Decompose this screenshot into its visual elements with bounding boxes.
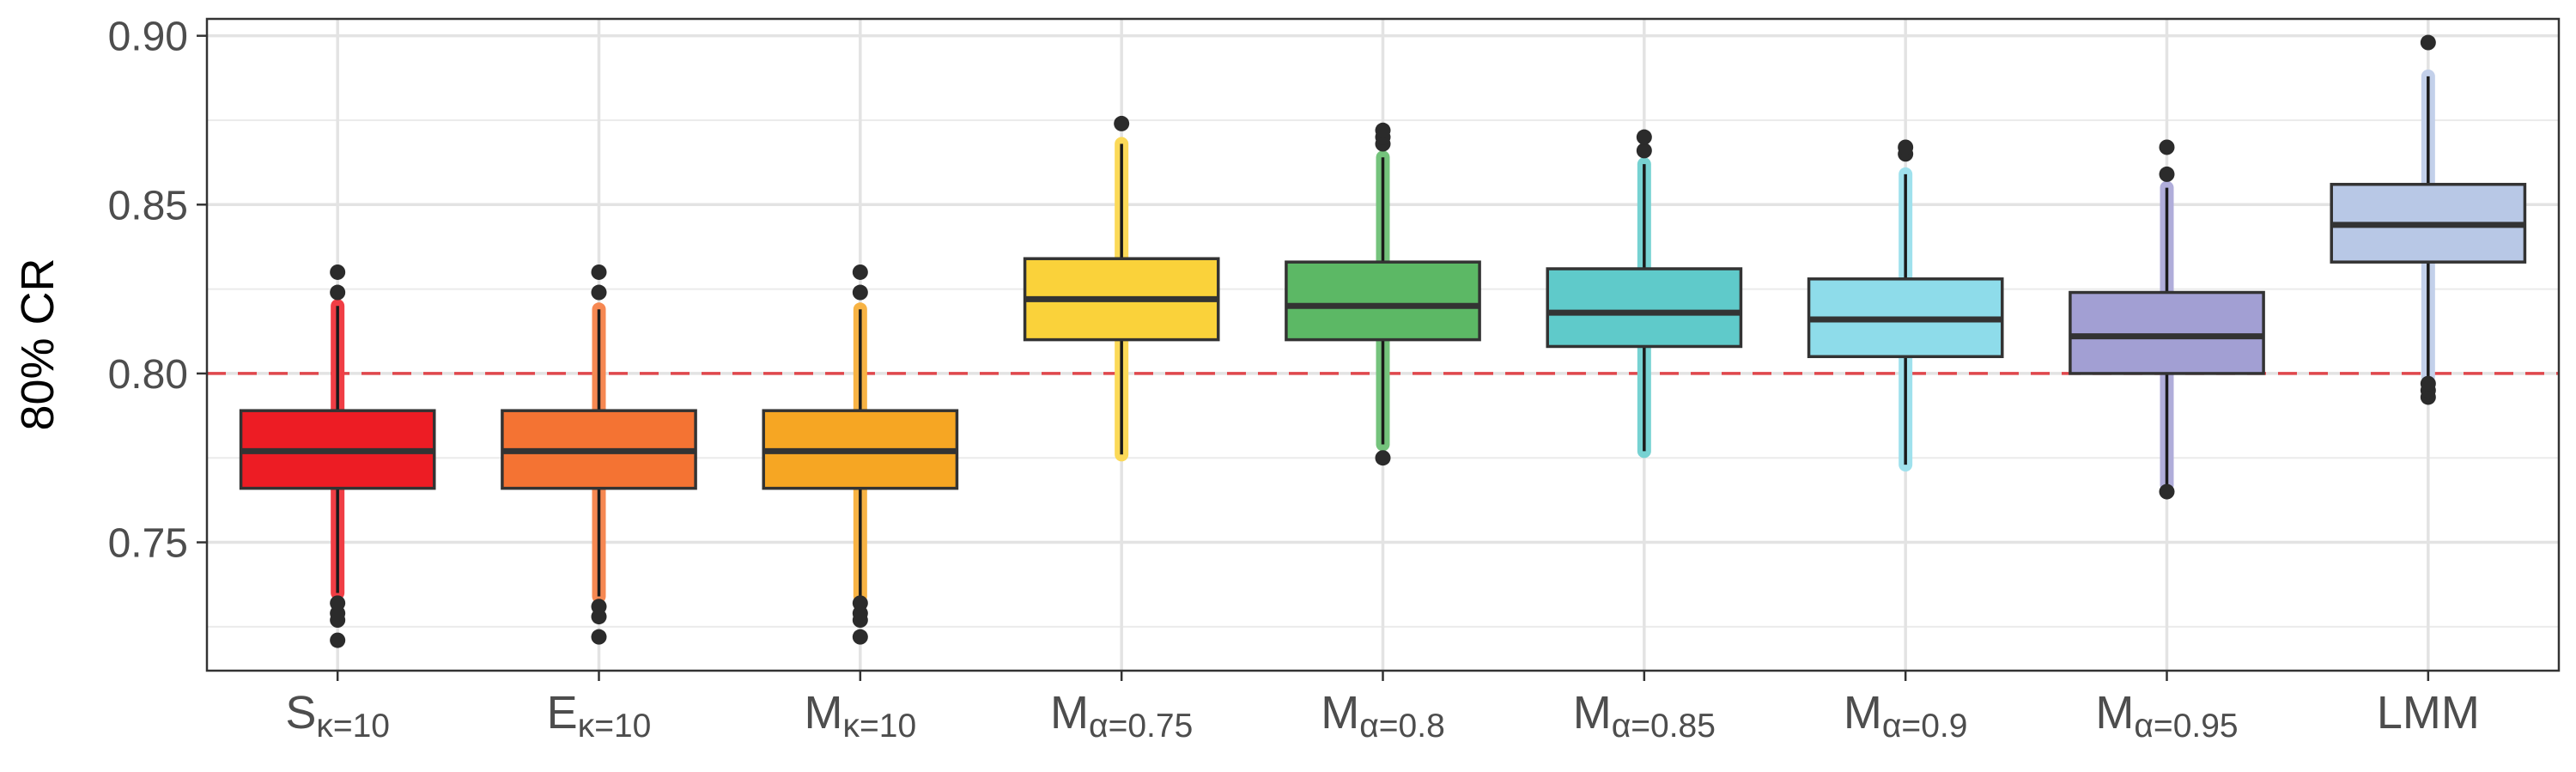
outlier-point-0 — [852, 629, 868, 645]
box-S_k10 — [239, 264, 436, 648]
outlier-point-3 — [2420, 34, 2436, 51]
outlier-point-3 — [1375, 122, 1391, 138]
outlier-point-3 — [852, 595, 868, 611]
outlier-point-2 — [2420, 375, 2436, 392]
x-tick-label-base: M — [805, 687, 843, 739]
box-LMM — [2330, 34, 2527, 405]
y-tick-label-3: 0.90 — [108, 15, 188, 60]
outlier-point-2 — [2159, 139, 2175, 155]
x-tick-label-M_k10: Mκ=10 — [805, 687, 917, 745]
outlier-point-0 — [1636, 143, 1652, 159]
x-tick-label-subscript: κ=10 — [842, 708, 916, 745]
outlier-point-0 — [1114, 115, 1130, 131]
outlier-point-5 — [852, 264, 868, 280]
outlier-point-3 — [330, 595, 346, 611]
x-tick-label-base: S — [285, 687, 316, 739]
outlier-point-0 — [330, 632, 346, 648]
x-tick-label-base: M — [1844, 687, 1882, 739]
box-iqr — [2069, 290, 2265, 375]
x-tick-label-E_k10: Eκ=10 — [547, 687, 652, 745]
x-tick-label-base: M — [1050, 687, 1089, 739]
outlier-point-0 — [1375, 450, 1391, 466]
box-iqr — [1546, 267, 1743, 349]
x-tick-label-LMM: LMM — [2377, 687, 2480, 739]
outlier-point-4 — [330, 284, 346, 301]
outlier-point-0 — [591, 629, 607, 645]
outlier-point-0 — [2159, 483, 2175, 500]
x-tick-label-M_a075: Mα=0.75 — [1050, 687, 1193, 745]
box-E_k10 — [501, 264, 697, 645]
x-tick-label-base: M — [1321, 687, 1359, 739]
outlier-point-4 — [591, 264, 607, 280]
x-tick-label-subscript: α=0.75 — [1089, 708, 1193, 745]
x-tick-label-base: LMM — [2377, 687, 2480, 739]
x-tick-label-S_k10: Sκ=10 — [285, 687, 390, 745]
box-M_k10 — [762, 264, 959, 645]
x-tick-label-subscript: α=0.95 — [2134, 708, 2238, 745]
x-tick-label-M_a085: Mα=0.85 — [1573, 687, 1716, 745]
y-tick-label-1: 0.80 — [108, 352, 188, 398]
x-tick-label-M_a08: Mα=0.8 — [1321, 687, 1445, 745]
outlier-point-1 — [1898, 139, 1914, 155]
x-tick-label-M_a095: Mα=0.95 — [2095, 687, 2238, 745]
box-series — [239, 34, 2527, 648]
x-tick-label-M_a09: Mα=0.9 — [1844, 687, 1968, 745]
y-axis-title: 80% CR — [12, 258, 64, 430]
x-tick-label-subscript: α=0.8 — [1359, 708, 1445, 745]
outlier-point-2 — [591, 599, 607, 615]
y-tick-label-2: 0.85 — [108, 183, 188, 228]
box-M_a075 — [1023, 115, 1220, 462]
box-iqr — [1285, 260, 1481, 342]
outlier-point-5 — [330, 264, 346, 280]
y-tick-label-0: 0.75 — [108, 521, 188, 567]
x-tick-label-subscript: κ=10 — [316, 708, 390, 745]
box-M_a09 — [1807, 139, 2004, 472]
box-M_a085 — [1546, 129, 1743, 459]
outlier-point-1 — [1636, 129, 1652, 145]
x-tick-label-base: E — [547, 687, 578, 739]
box-M_a095 — [2069, 139, 2265, 500]
outlier-point-1 — [2159, 166, 2175, 182]
box-M_a08 — [1285, 122, 1481, 466]
x-tick-label-base: M — [2095, 687, 2134, 739]
outlier-point-4 — [852, 284, 868, 301]
outlier-point-3 — [591, 284, 607, 301]
x-tick-label-base: M — [1573, 687, 1612, 739]
y-axis: 0.75 0.80 0.85 0.90 — [108, 15, 207, 567]
x-tick-label-subscript: α=0.9 — [1882, 708, 1968, 745]
x-axis: Sκ=10 Eκ=10 Mκ=10 Mα=0.75 Mα=0.8 Mα=0.85 Mα=0.… — [285, 671, 2480, 745]
x-tick-label-subscript: α=0.85 — [1612, 708, 1716, 745]
x-tick-label-subscript: κ=10 — [578, 708, 652, 745]
